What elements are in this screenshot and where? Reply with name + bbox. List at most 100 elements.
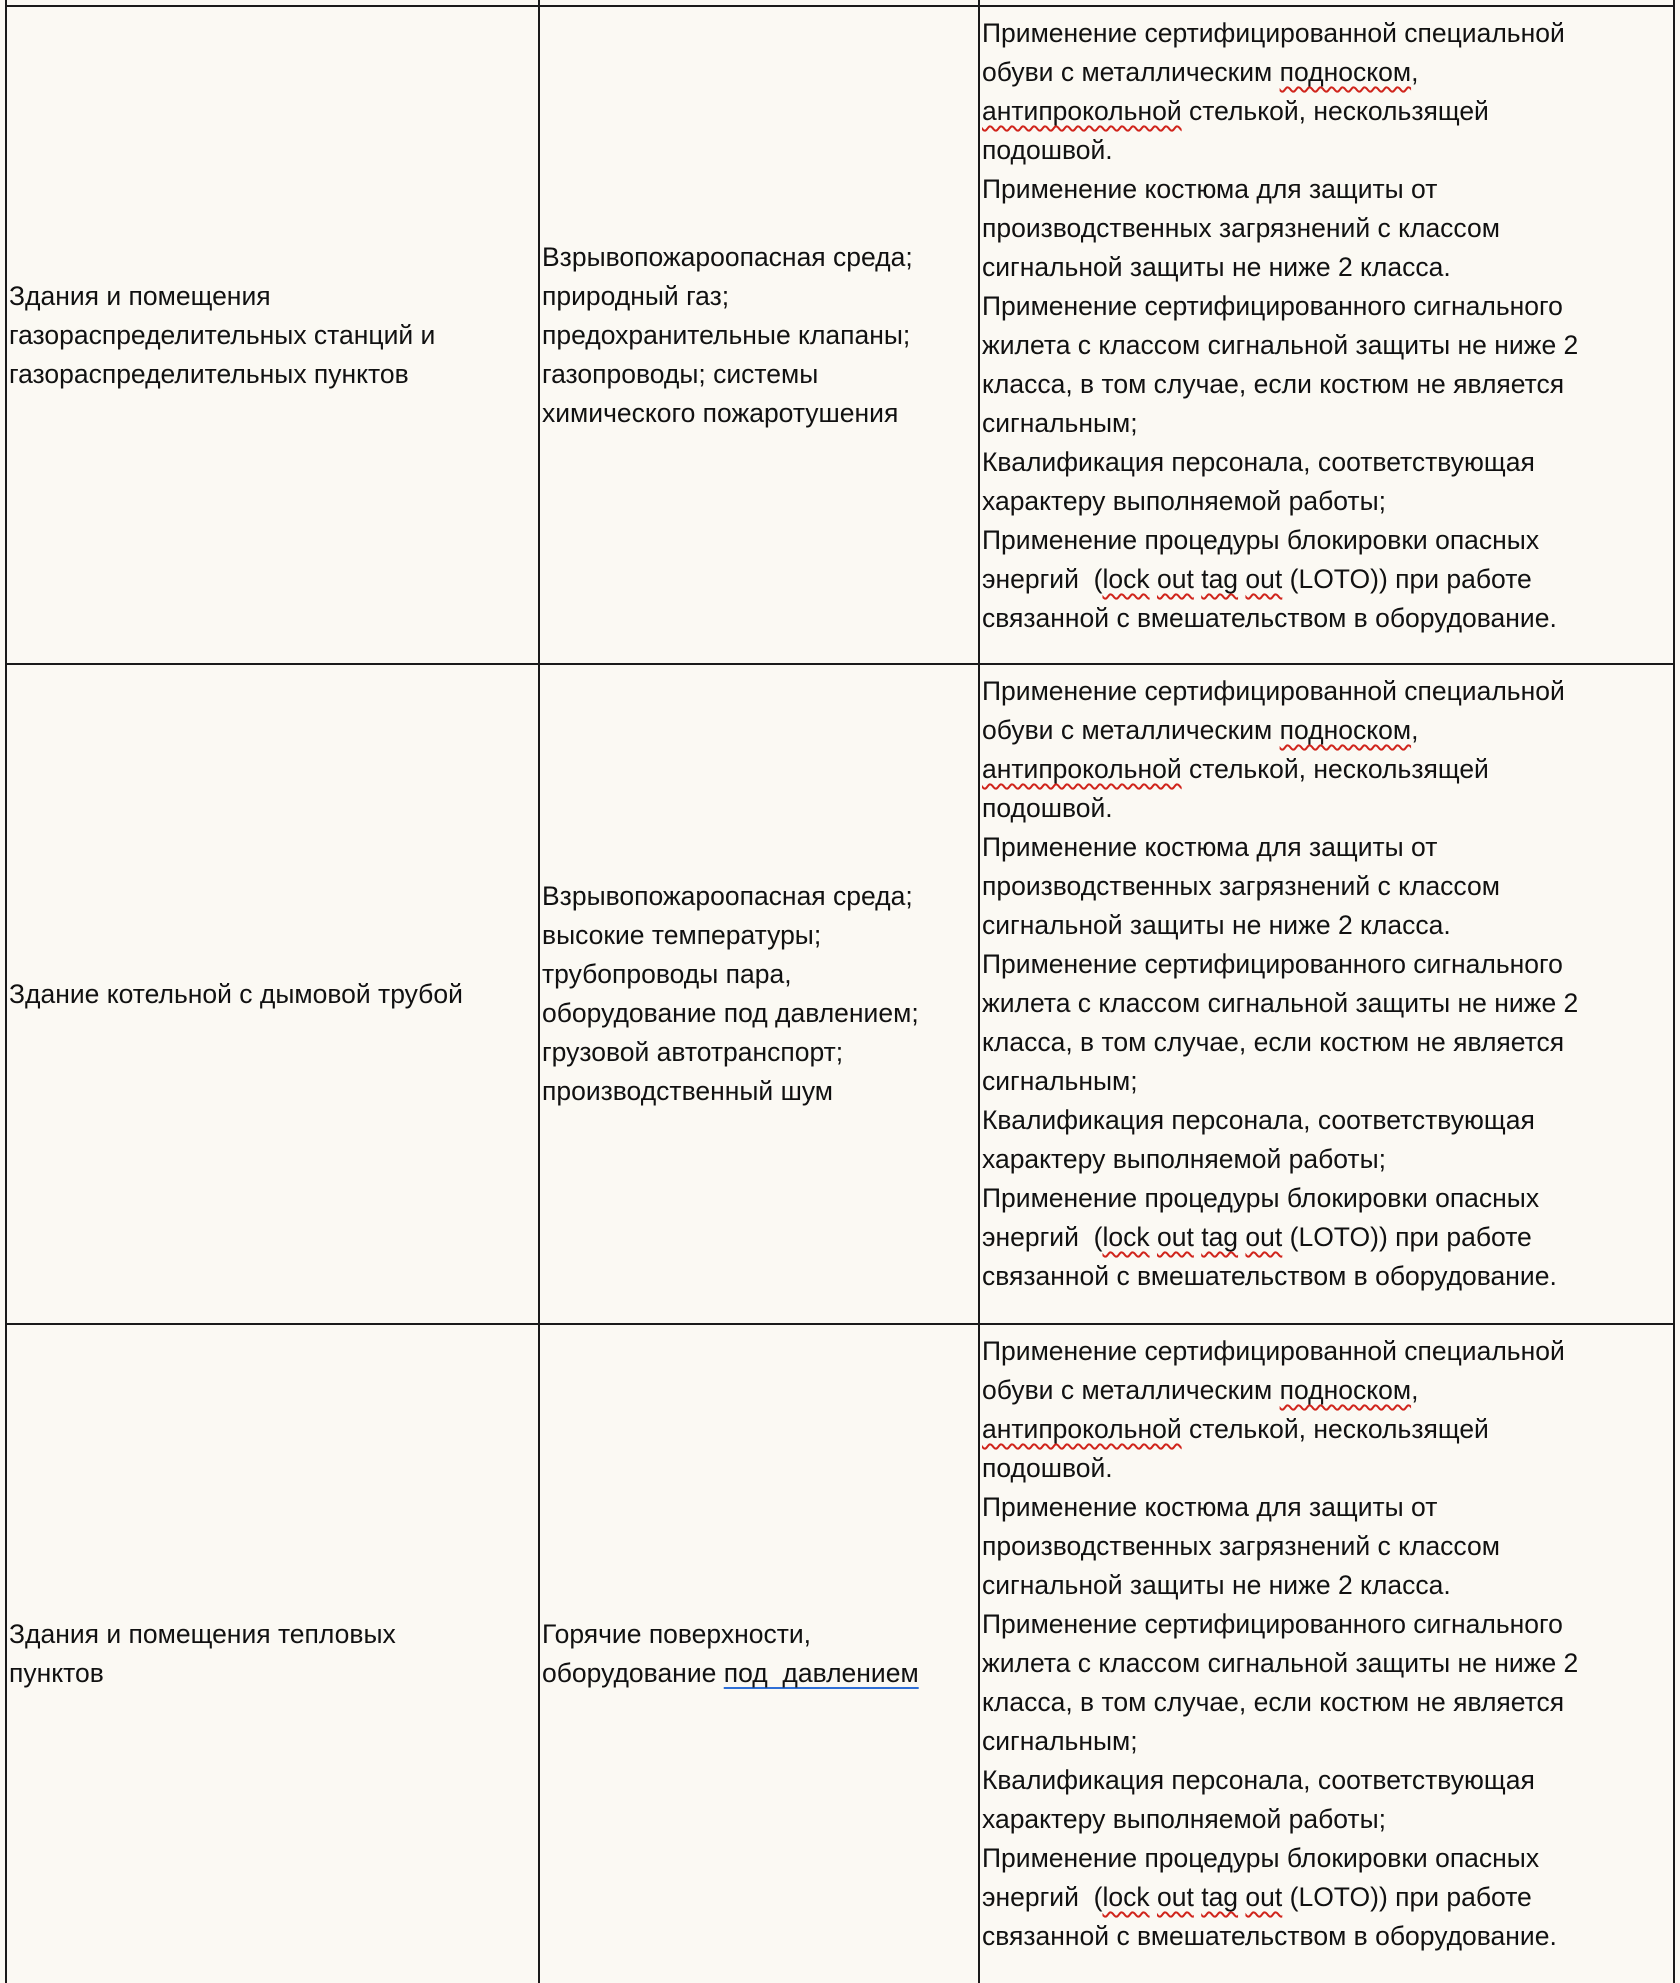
hazards-cell: Горячие поверхности, оборудование под дав… — [542, 1325, 978, 1983]
measure-text-line: связанной с вмешательством в оборудовани… — [982, 599, 1672, 638]
object-text-line: Здания и помещения — [9, 280, 271, 311]
measure-text-line: подошвой. — [982, 1449, 1672, 1488]
measure-text-line: Применение костюма для защиты от — [982, 828, 1672, 867]
text-segment: оборудование — [542, 1658, 724, 1688]
measure-text-line: производственных загрязнений с классом — [982, 209, 1672, 248]
text-segment: производственных загрязнений с классом — [982, 871, 1500, 901]
text-segment: обуви с металлическим — [982, 57, 1280, 87]
text-segment: грузовой автотранспорт; — [542, 1037, 844, 1067]
spelling-error-mark: подноском — [1279, 715, 1412, 745]
spelling-error-mark: out — [1156, 1222, 1194, 1252]
measure-text-line: характеру выполняемой работы; — [982, 1140, 1672, 1179]
measure-text-line: связанной с вмешательством в оборудовани… — [982, 1917, 1672, 1956]
measure-text-line: антипрокольной стелькой, нескользящей — [982, 750, 1672, 789]
text-segment: жилета с классом сигнальной защиты не ни… — [982, 1648, 1579, 1678]
measure-text-line: Применение процедуры блокировки опасных — [982, 521, 1672, 560]
text-segment: производственный шум — [542, 1076, 833, 1106]
object-text-line: газораспределительных пунктов — [9, 358, 409, 389]
measure-text-line: Квалификация персонала, соответствующая — [982, 1761, 1672, 1800]
text-segment: класса, в том случае, если костюм не явл… — [982, 1687, 1565, 1717]
measure-text-line: антипрокольной стелькой, нескользящей — [982, 92, 1672, 131]
text-segment: производственных загрязнений с классом — [982, 1531, 1500, 1561]
measure-text-line: класса, в том случае, если костюм не явл… — [982, 1683, 1672, 1722]
spelling-error-mark: tag — [1201, 1882, 1239, 1912]
text-segment: Горячие поверхности, — [542, 1619, 812, 1649]
hazards-cell: Взрывопожароопасная среда; природный газ;… — [542, 7, 978, 663]
hazard-text-line: оборудование под давлением; — [542, 994, 978, 1033]
measure-text-line: производственных загрязнений с классом — [982, 1527, 1672, 1566]
hazard-text-line: Горячие поверхности, — [542, 1615, 978, 1654]
text-segment — [1150, 564, 1157, 594]
measure-text-line: Применение сертифицированного сигнальног… — [982, 945, 1672, 984]
text-segment: Взрывопожароопасная среда; — [542, 241, 913, 272]
text-segment — [1150, 1222, 1157, 1252]
text-segment: подошвой. — [982, 135, 1113, 165]
measure-text-line: Применение сертифицированного сигнальног… — [982, 287, 1672, 326]
text-segment: связанной с вмешательством в оборудовани… — [982, 1921, 1557, 1951]
text-segment: сигнальной защиты не ниже 2 класса. — [982, 910, 1451, 940]
measure-text-line: сигнальным; — [982, 404, 1672, 443]
measure-text-line: энергий (lock out tag out (LOTO)) при ра… — [982, 1878, 1672, 1917]
measure-text-line: Применение костюма для защиты от — [982, 1488, 1672, 1527]
text-segment: , — [1411, 57, 1419, 87]
text-segment: жилета с классом сигнальной защиты не ни… — [982, 988, 1579, 1018]
text-segment: Применение процедуры блокировки опасных — [982, 1183, 1540, 1213]
row-divider — [6, 5, 1675, 7]
measure-text-line: Применение процедуры блокировки опасных — [982, 1179, 1672, 1218]
hazard-text-line: производственный шум — [542, 1072, 978, 1111]
table-border — [978, 0, 980, 1983]
text-segment: химического пожаротушения — [542, 397, 899, 428]
text-segment: класса, в том случае, если костюм не явл… — [982, 369, 1565, 399]
measures-cell: Применение сертифицированной специальной… — [982, 7, 1672, 663]
spelling-error-mark: tag — [1201, 564, 1239, 594]
text-segment: (LOTO)) при работе — [1282, 1222, 1532, 1252]
text-segment: характеру выполняемой работы; — [982, 1144, 1386, 1174]
text-segment: Применение сертифицированной специальной — [982, 18, 1565, 48]
measure-text-line: подошвой. — [982, 131, 1672, 170]
spelling-error-mark: lock — [1102, 1882, 1150, 1912]
text-segment: связанной с вмешательством в оборудовани… — [982, 603, 1557, 633]
object-cell: Здание котельной с дымовой трубой — [9, 665, 537, 1323]
text-segment: класса, в том случае, если костюм не явл… — [982, 1027, 1565, 1057]
text-segment: сигнальным; — [982, 1726, 1138, 1756]
text-segment: , — [1411, 715, 1419, 745]
spelling-error-mark: out — [1156, 1882, 1194, 1912]
text-segment: Применение сертифицированного сигнальног… — [982, 949, 1563, 979]
text-segment: Применение костюма для защиты от — [982, 1492, 1438, 1522]
spelling-error-mark: lock — [1102, 564, 1150, 594]
table-border — [5, 0, 7, 1983]
text-segment: производственных загрязнений с классом — [982, 213, 1500, 243]
text-segment: характеру выполняемой работы; — [982, 1804, 1386, 1834]
spelling-error-mark: out — [1245, 1882, 1283, 1912]
spelling-error-mark: подноском — [1279, 57, 1412, 87]
text-segment: , — [1411, 1375, 1419, 1405]
spelling-error-mark: out — [1156, 564, 1194, 594]
text-segment: Применение сертифицированной специальной — [982, 676, 1565, 706]
object-text-line: газораспределительных станций и — [9, 319, 436, 350]
object-cell: Здания и помещения газораспределительных … — [9, 7, 537, 663]
text-segment: Применение костюма для защиты от — [982, 832, 1438, 862]
text-segment: Квалификация персонала, соответствующая — [982, 1105, 1535, 1135]
text-segment: характеру выполняемой работы; — [982, 486, 1386, 516]
text-segment: (LOTO)) при работе — [1282, 564, 1532, 594]
hazard-text-line: Взрывопожароопасная среда; — [542, 877, 978, 916]
text-segment: природный газ; — [542, 280, 730, 311]
hazard-text-line: высокие температуры; — [542, 916, 978, 955]
spelling-error-mark: антипрокольной — [982, 96, 1182, 126]
text-segment — [1150, 1882, 1157, 1912]
text-segment: Применение костюма для защиты от — [982, 174, 1438, 204]
underlined-text: под давлением — [723, 1658, 919, 1688]
measure-text-line: класса, в том случае, если костюм не явл… — [982, 1023, 1672, 1062]
text-segment: Квалификация персонала, соответствующая — [982, 1765, 1535, 1795]
measure-text-line: обуви с металлическим подноском, — [982, 1371, 1672, 1410]
text-segment: высокие температуры; — [542, 920, 822, 950]
spelling-error-mark: подноском — [1279, 1375, 1412, 1405]
measure-text-line: жилета с классом сигнальной защиты не ни… — [982, 326, 1672, 365]
text-segment: стелькой, нескользящей — [1181, 1414, 1489, 1444]
hazard-text-line: трубопроводы пара, — [542, 955, 978, 994]
text-segment: Взрывопожароопасная среда; — [542, 881, 913, 911]
hazard-text-line: оборудование под давлением — [542, 1654, 978, 1693]
text-segment: стелькой, нескользящей — [1181, 96, 1489, 126]
measure-text-line: сигнальной защиты не ниже 2 класса. — [982, 1566, 1672, 1605]
text-segment: обуви с металлическим — [982, 1375, 1280, 1405]
